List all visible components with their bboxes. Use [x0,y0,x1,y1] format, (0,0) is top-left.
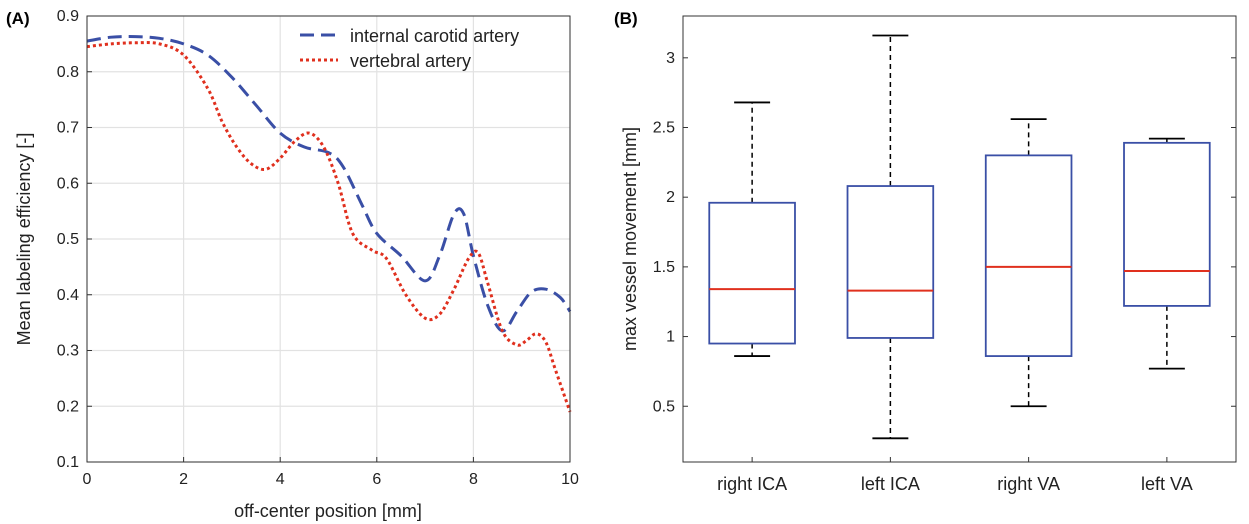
panel-a-x-tick-label: 2 [179,471,188,488]
panel-b-label: (B) [614,9,638,28]
interquartile-box [708,201,796,345]
panel-a-y-tick-label: 0.3 [57,343,79,360]
panel-a-x-axis-label: off-center position [mm] [234,501,422,521]
panel-a-x-tick-label: 8 [469,471,478,488]
panel-a-x-tick-label: 10 [561,471,579,488]
panel-a-label: (A) [6,9,30,28]
interquartile-box [846,185,935,339]
panel-a-y-tick-label: 0.7 [57,120,79,137]
legend-va-label: vertebral artery [350,51,471,71]
box-3 [984,118,1073,408]
box-2 [846,34,935,440]
panel-b-y-tick-label: 1 [666,329,675,346]
box-1 [708,101,796,357]
panel-a-y-tick-label: 0.8 [57,64,79,81]
panel-a-y-tick-label: 0.4 [57,287,79,304]
panel-b-category-label: left VA [1141,474,1193,494]
panel-a-y-tick-label: 0.1 [57,454,79,471]
interquartile-box [1123,141,1211,307]
panel-b-axes-frame [682,15,1237,463]
panel-a-legend: internal carotid artery vertebral artery [300,26,519,71]
box-4 [1123,137,1211,370]
panel-b-y-tick-label: 3 [666,50,675,67]
va-series-line [86,41,572,413]
panel-b-category-label: left ICA [861,474,920,494]
panel-a-y-tick-label: 0.9 [57,8,79,25]
panel-b-y-tick-label: 2 [666,189,675,206]
legend-ica-label: internal carotid artery [350,26,519,46]
ica-series-line [86,35,572,333]
panel-b-y-tick-label: 0.5 [653,398,675,415]
panel-b-box-plot: (B) 0.5 1 1.5 2 2.5 3 right ICA left ICA right … [614,9,1237,494]
panel-a-y-tick-label: 0.2 [57,398,79,415]
panel-b-category-label: right VA [997,474,1060,494]
panel-b-y-tick-label: 2.5 [653,120,675,137]
panel-a-line-chart: (A) 0 2 4 6 8 10 0.10.20.30.40.50.60.70.80.9 … [6,8,579,521]
panel-a-y-axis-label: Mean labeling efficiency [-] [14,133,34,346]
panel-a-y-tick-label: 0.5 [57,231,79,248]
panel-a-x-tick-label: 0 [83,471,92,488]
panel-b-y-axis-label: max vessel movement [mm] [620,127,640,351]
panel-a-x-tick-label: 6 [372,471,381,488]
panel-a-x-tick-label: 4 [276,471,285,488]
interquartile-box [984,154,1073,357]
panel-b-y-tick-label: 1.5 [653,259,675,276]
panel-a-y-tick-label: 0.6 [57,175,79,192]
panel-b-category-label: right ICA [717,474,787,494]
